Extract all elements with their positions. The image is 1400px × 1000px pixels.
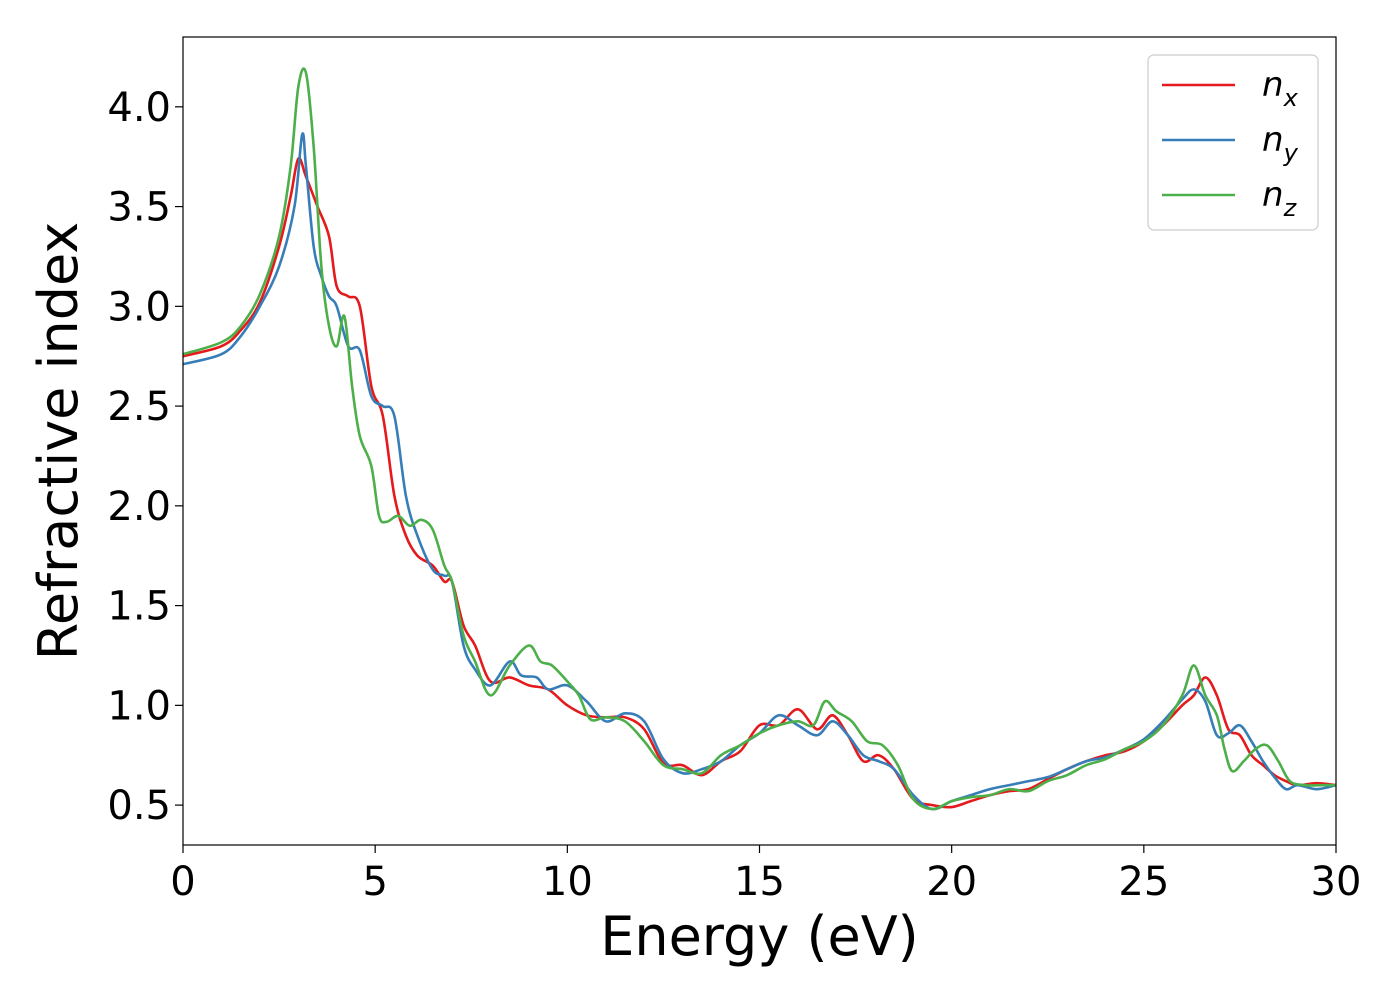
plot-area [182, 36, 1337, 846]
legend-box [1147, 54, 1319, 231]
y-tick-label: 1.0 [107, 683, 171, 729]
x-tick-label: 15 [734, 859, 785, 905]
y-tick-label: 1.5 [107, 584, 171, 630]
series-line-nz [183, 67, 1336, 811]
series-layer [183, 67, 1336, 811]
legend-item-nx: nx [1162, 65, 1299, 112]
series-line-nx [183, 156, 1336, 809]
y-tick-label: 4.0 [107, 85, 171, 131]
x-tick-label: 30 [1311, 859, 1362, 905]
x-tick-label: 5 [362, 859, 387, 905]
y-tick-label: 2.5 [107, 384, 171, 430]
y-tick-label: 2.0 [107, 484, 171, 530]
y-axis: 0.5 1.0 1.5 2.0 2.5 3.0 3.5 4.0 [107, 85, 183, 829]
y-tick-label: 0.5 [107, 783, 171, 829]
y-tick-label: 3.0 [107, 284, 171, 330]
y-axis-title: Refractive index [27, 222, 90, 661]
x-tick-label: 20 [926, 859, 977, 905]
x-axis: 0 5 10 15 20 25 30 [170, 845, 1361, 905]
x-tick-label: 25 [1118, 859, 1169, 905]
x-axis-title: Energy (eV) [600, 905, 919, 968]
x-tick-label: 0 [170, 859, 195, 905]
y-tick-label: 3.5 [107, 185, 171, 231]
x-tick-label: 10 [542, 859, 593, 905]
